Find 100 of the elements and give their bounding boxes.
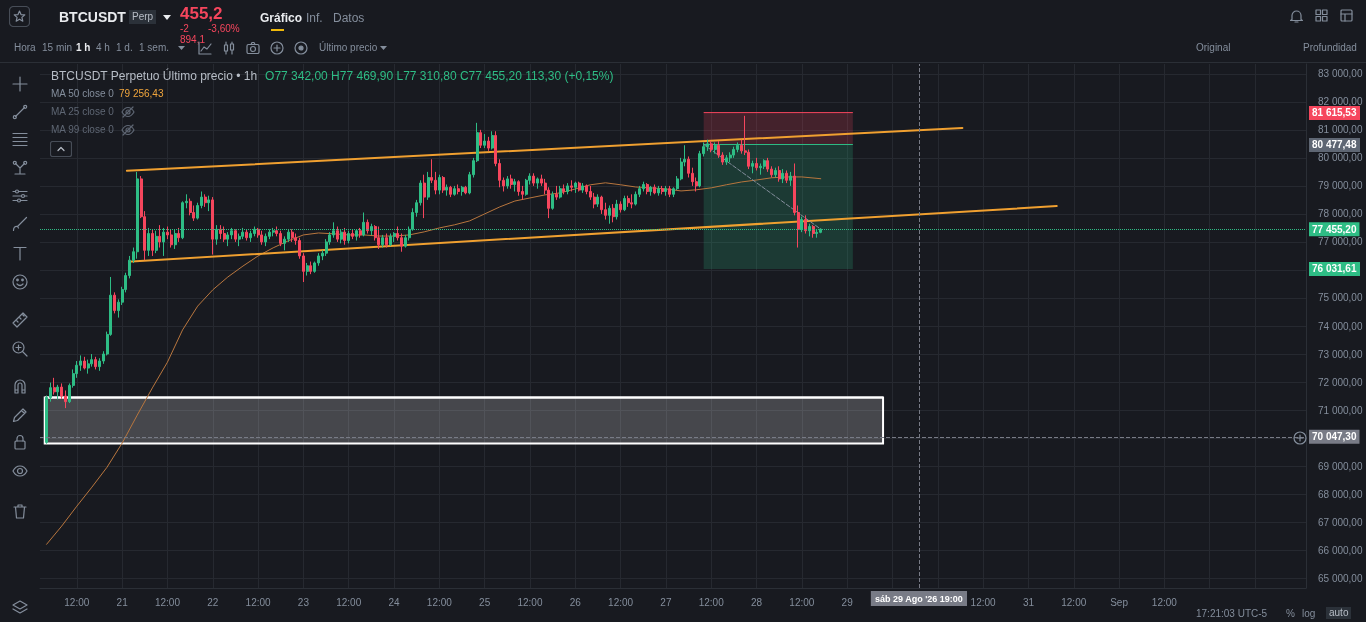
text: 81 615,53 (1309, 106, 1360, 120)
candlestick (94, 356, 97, 370)
text: -3,60% (208, 23, 240, 34)
candlestick (464, 185, 467, 195)
candlestick (653, 183, 656, 195)
candlestick (83, 356, 86, 370)
candlestick (423, 174, 426, 219)
candlestick (336, 226, 339, 243)
candlestick (664, 185, 667, 197)
x-tick-label: 12:00 (1151, 596, 1178, 608)
candlestick (351, 228, 354, 240)
candlestick (570, 179, 573, 192)
candlestick (389, 233, 392, 247)
candlestick (151, 228, 154, 257)
x-tick-label: 21 (116, 596, 129, 608)
candlestick (759, 162, 762, 176)
candlestick (729, 151, 732, 163)
candlestick (381, 234, 384, 249)
text: 1 d. (116, 42, 133, 54)
text: Datos (333, 11, 365, 26)
candlestick (453, 185, 456, 197)
candlestick (291, 228, 294, 243)
x-tick-label: 12:00 (336, 596, 362, 608)
candlestick (578, 181, 581, 192)
ref-line-label: sáb 29 Ago '26 19:00 (875, 593, 963, 604)
x-tick-label: 12:00 (698, 596, 725, 608)
candlestick (649, 185, 652, 197)
text: 15 min (42, 42, 73, 54)
candlestick (219, 224, 222, 240)
candlestick (766, 157, 769, 173)
candlestick (513, 178, 516, 192)
y-tick-label: 65 000,00 (1318, 572, 1363, 584)
text: Original (1196, 42, 1231, 54)
x-tick-label: 12:00 (1061, 596, 1087, 608)
text: % (1286, 608, 1295, 620)
text: Gráfico (260, 11, 303, 26)
candlestick (581, 182, 584, 194)
text: 1 sem. (139, 42, 170, 54)
candlestick (457, 183, 460, 195)
candlestick (630, 193, 633, 209)
candlestick (158, 224, 161, 249)
text: 17:21:03 UTC-5 (1196, 608, 1268, 620)
text: 4 h (96, 42, 110, 54)
candlestick (306, 262, 309, 277)
candlestick (778, 165, 781, 183)
candlestick (559, 185, 562, 199)
candlestick (510, 174, 513, 190)
candlestick (155, 230, 158, 254)
candlestick (226, 231, 229, 247)
y-tick-label: 72 000,00 (1318, 376, 1363, 388)
candlestick (755, 157, 758, 171)
text: Inf. (306, 11, 323, 26)
candlestick (442, 175, 445, 194)
annotation: 79 256,43 (119, 88, 164, 100)
text: Profundidad (1303, 42, 1357, 54)
text: Hora (14, 42, 36, 54)
candlestick (177, 227, 180, 243)
y-tick-label: 74 000,00 (1318, 320, 1363, 332)
y-tick-label: 82 000,00 (1318, 96, 1363, 108)
candlestick (517, 179, 520, 197)
y-tick-label: 68 000,00 (1318, 488, 1363, 500)
x-tick-label: 12:00 (245, 596, 272, 608)
text: auto (1326, 607, 1352, 619)
candlestick (245, 228, 248, 242)
candlestick (309, 261, 312, 275)
candlestick (223, 226, 226, 243)
text: log (1302, 608, 1316, 620)
candlestick (596, 193, 599, 208)
candlestick (615, 199, 618, 221)
y-tick-label: 83 000,00 (1318, 68, 1363, 80)
x-tick-label: 25 (479, 596, 491, 608)
candlestick (479, 129, 482, 149)
candlestick (487, 136, 490, 152)
candlestick (532, 172, 535, 187)
annotation: MA 25 close 0 (51, 106, 114, 118)
candlestick (668, 185, 671, 198)
y-tick-label: 69 000,00 (1318, 460, 1363, 472)
candlestick (804, 214, 807, 235)
candlestick (627, 195, 630, 208)
candlestick (260, 230, 263, 246)
x-tick-label: 26 (569, 596, 582, 608)
candlestick (483, 133, 486, 149)
x-tick-label: 12:00 (970, 596, 997, 608)
candlestick (774, 167, 777, 178)
x-tick-label: 12:00 (426, 596, 453, 608)
candlestick (725, 154, 728, 166)
y-tick-label: 66 000,00 (1318, 544, 1363, 556)
annotation: MA 50 close 0 (51, 88, 114, 100)
text: 76 031,61 (1309, 262, 1360, 276)
candlestick (812, 224, 815, 239)
y-tick-label: 77 000,00 (1318, 236, 1363, 248)
candlestick (562, 183, 565, 195)
annotation: MA 99 close 0 (51, 124, 114, 136)
text: 80 477,48 (1309, 138, 1360, 152)
y-tick-label: 81 000,00 (1318, 124, 1363, 136)
candlestick (751, 160, 754, 174)
candlestick (506, 175, 509, 190)
x-tick-label: 29 (841, 596, 854, 608)
y-tick-label: 78 000,00 (1318, 208, 1363, 220)
candlestick (113, 291, 116, 314)
